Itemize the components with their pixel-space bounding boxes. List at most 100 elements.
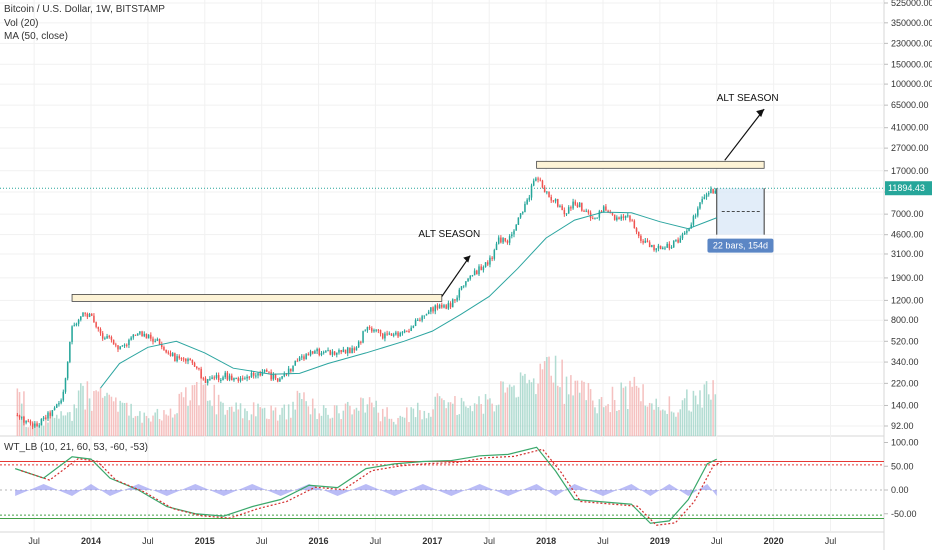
candle-body (642, 240, 644, 243)
wt2-line (20, 448, 724, 526)
volume-bar (18, 392, 21, 436)
volume-bar (441, 398, 443, 436)
price-candles[interactable] (16, 176, 717, 430)
volume-bar (169, 408, 172, 436)
candle-body (268, 371, 270, 373)
volume-bar (327, 414, 329, 436)
volume-bar (36, 423, 38, 436)
volume-bar (338, 413, 340, 436)
candle-body (458, 289, 461, 298)
osc-tick-label: 100.00 (891, 438, 919, 448)
volume-bar (316, 419, 318, 436)
volume-bar (565, 376, 568, 436)
candle-body (622, 216, 625, 218)
price-tick-label: 800.00 (891, 315, 919, 325)
volume-bar (659, 410, 662, 436)
volume-bar (493, 411, 496, 436)
candle-body (320, 353, 323, 356)
volume-bar (484, 394, 487, 436)
candle-body (305, 354, 307, 360)
volume-bar (296, 390, 299, 436)
candle-body (346, 347, 349, 354)
candle-body (276, 378, 279, 382)
alt-season-arrow-2 (724, 108, 765, 161)
volume-bar (147, 418, 150, 436)
candle-body (211, 377, 213, 379)
candle-body (576, 204, 579, 208)
candle-body (554, 199, 557, 202)
volume-bar (220, 401, 222, 436)
volume-bar (712, 380, 714, 436)
candle-body (132, 334, 135, 338)
candle-body (169, 353, 172, 356)
candle-body (20, 416, 23, 418)
volume-bar (99, 387, 102, 436)
candle-body (712, 189, 714, 194)
candle-body (204, 378, 207, 383)
volume-bar (108, 394, 111, 436)
volume-bar (403, 417, 406, 436)
candle-body (257, 373, 259, 376)
volume-bar (690, 411, 692, 436)
volume-bar (150, 421, 152, 436)
candle-body (239, 378, 242, 381)
volume-bar (351, 414, 353, 436)
candle-body (644, 240, 647, 243)
candle-body (36, 423, 38, 427)
volume-bar (285, 419, 288, 436)
candle-body (228, 375, 231, 380)
candle-body (123, 344, 126, 346)
candle-body (209, 378, 211, 380)
candle-body (563, 210, 566, 215)
candle-body (392, 334, 395, 336)
candle-body (49, 412, 51, 416)
candle-body (329, 350, 331, 355)
candle-body (436, 305, 439, 309)
volume-bar (143, 412, 146, 436)
volume-bar (193, 384, 196, 436)
candle-body (578, 202, 581, 208)
volume-bar (130, 403, 132, 436)
candle-body (34, 423, 36, 427)
volume-bar (353, 409, 356, 436)
volume-bar (600, 397, 603, 436)
volume-bar (648, 402, 651, 436)
volume-bar (38, 426, 41, 436)
candle-body (357, 341, 360, 348)
volume-bar (390, 418, 393, 436)
candle-body (659, 245, 662, 250)
volume-bar (705, 381, 708, 436)
volume-bar (476, 404, 478, 436)
volume-bar (163, 410, 165, 436)
volume-bar (152, 415, 154, 436)
volume-bar (215, 414, 218, 436)
volume-bar (250, 414, 253, 436)
alt-season-arrowhead-1 (463, 255, 471, 263)
candle-body (471, 275, 474, 277)
candle-body (703, 197, 706, 200)
candle-body (279, 378, 281, 382)
volume-bar (55, 414, 58, 436)
volume-bar (447, 402, 450, 436)
candle-body (88, 313, 91, 317)
candle-body (707, 193, 710, 195)
price-tick-label: 1200.00 (891, 295, 924, 305)
candle-body (40, 418, 43, 426)
candle-body (414, 320, 417, 326)
volume-bar (86, 381, 89, 436)
volume-bar (64, 415, 67, 436)
candle-body (627, 215, 629, 217)
candle-body (535, 178, 537, 181)
volume-bar (121, 402, 124, 436)
candle-body (530, 185, 533, 198)
candle-body (406, 330, 408, 332)
volume-bar (462, 401, 465, 436)
volume-bar (530, 382, 533, 436)
volume-bar (51, 414, 54, 436)
volume-bar (438, 396, 441, 436)
candle-body (53, 407, 56, 411)
candle-body (506, 240, 509, 243)
candle-body (701, 199, 703, 203)
